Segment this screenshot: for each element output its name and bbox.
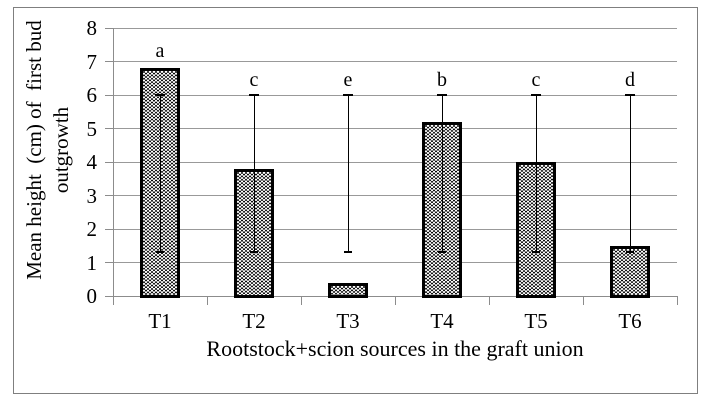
error-bar-T4 bbox=[441, 95, 443, 253]
x-tick-4 bbox=[489, 297, 490, 305]
gridline-y7 bbox=[113, 61, 677, 62]
error-bar-T1 bbox=[159, 95, 161, 253]
error-bar-bottom-cap-T5 bbox=[532, 251, 540, 254]
error-bar-top-cap-T2 bbox=[249, 94, 259, 96]
x-axis-title: Rootstock+scion sources in the graft uni… bbox=[206, 336, 584, 361]
error-bar-bottom-cap-T1 bbox=[156, 251, 164, 254]
bar-T6 bbox=[610, 245, 650, 298]
x-tick-2 bbox=[301, 297, 302, 305]
bar-T3 bbox=[328, 282, 368, 298]
y-tick-1 bbox=[105, 262, 113, 263]
x-category-label-T1: T1 bbox=[148, 309, 172, 333]
y-tick-label-7: 7 bbox=[86, 49, 98, 74]
error-bar-T6 bbox=[629, 95, 631, 253]
gridline-y8 bbox=[113, 27, 677, 29]
error-bar-bottom-cap-T6 bbox=[626, 251, 634, 254]
error-bar-top-cap-T3 bbox=[343, 94, 353, 96]
figure-border bbox=[13, 7, 698, 394]
error-bar-top-cap-T5 bbox=[531, 94, 541, 96]
x-category-label-T4: T4 bbox=[430, 309, 454, 333]
y-tick-label-1: 1 bbox=[86, 250, 98, 275]
y-tick-5 bbox=[105, 128, 113, 129]
sig-letter-T4: b bbox=[437, 68, 447, 91]
y-tick-label-5: 5 bbox=[86, 116, 98, 141]
error-bar-top-cap-T1 bbox=[155, 94, 165, 96]
x-tick-6 bbox=[677, 297, 678, 305]
gridline-y6 bbox=[113, 94, 677, 96]
sig-letter-T6: d bbox=[625, 68, 635, 91]
y-tick-0 bbox=[105, 295, 113, 297]
y-axis-line bbox=[113, 28, 114, 296]
x-tick-5 bbox=[583, 297, 584, 305]
error-bar-top-cap-T4 bbox=[437, 94, 447, 96]
sig-letter-T5: c bbox=[531, 68, 541, 91]
error-bar-top-cap-T6 bbox=[625, 94, 635, 96]
sig-letter-T1: a bbox=[155, 40, 165, 63]
sig-letter-T2: c bbox=[249, 68, 259, 91]
gridline-y2 bbox=[113, 228, 677, 230]
y-tick-7 bbox=[105, 61, 113, 62]
bar-T5 bbox=[516, 162, 556, 298]
gridline-y5 bbox=[113, 128, 677, 129]
y-tick-3 bbox=[105, 195, 113, 196]
y-tick-label-6: 6 bbox=[86, 83, 98, 107]
y-axis-title-line1: Mean height (cm) of first bud bbox=[22, 20, 46, 280]
y-tick-4 bbox=[105, 161, 113, 163]
x-tick-1 bbox=[207, 297, 208, 305]
x-axis-line bbox=[113, 296, 678, 297]
gridline-y1 bbox=[113, 262, 677, 263]
error-bar-T2 bbox=[253, 95, 255, 253]
error-bar-bottom-cap-T3 bbox=[344, 251, 352, 254]
x-tick-0 bbox=[113, 297, 114, 305]
y-tick-label-0: 0 bbox=[86, 284, 98, 308]
error-bar-bottom-cap-T4 bbox=[438, 251, 446, 254]
y-tick-8 bbox=[105, 27, 113, 29]
sig-letter-T3: e bbox=[343, 68, 353, 91]
x-tick-3 bbox=[395, 297, 396, 305]
bar-T4 bbox=[422, 121, 462, 298]
error-bar-T5 bbox=[535, 95, 537, 253]
x-category-label-T2: T2 bbox=[242, 309, 266, 333]
y-tick-label-4: 4 bbox=[86, 150, 98, 174]
x-category-label-T6: T6 bbox=[618, 309, 642, 333]
gridline-y4 bbox=[113, 161, 677, 163]
y-tick-label-3: 3 bbox=[86, 183, 98, 208]
y-tick-6 bbox=[105, 94, 113, 96]
y-tick-label-8: 8 bbox=[86, 16, 98, 40]
error-bar-T3 bbox=[347, 95, 349, 253]
y-tick-2 bbox=[105, 228, 113, 230]
x-category-label-T5: T5 bbox=[524, 309, 548, 333]
gridline-y3 bbox=[113, 195, 677, 196]
x-category-label-T3: T3 bbox=[336, 309, 360, 333]
error-bar-bottom-cap-T2 bbox=[250, 251, 258, 254]
y-tick-label-2: 2 bbox=[86, 217, 98, 241]
